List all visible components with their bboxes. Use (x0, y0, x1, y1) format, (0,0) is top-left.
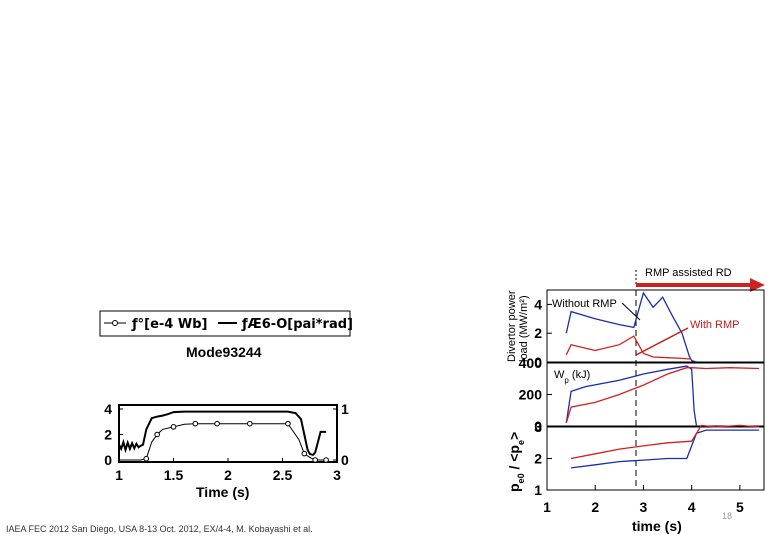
right-ytick-label: 2 (534, 451, 542, 467)
power-panel-frame (546, 289, 765, 363)
ratio-ylabel: pe0 / <pe> (506, 432, 526, 492)
rd-label: RMP assisted RD (645, 267, 732, 279)
left-xtick-label: 3 (333, 467, 341, 483)
right-xtick-label: 3 (640, 499, 648, 515)
left-series-point (143, 455, 150, 462)
footer-citation: IAEA FEC 2012 San Diego, USA 8-13 Oct. 2… (6, 524, 313, 534)
right-xtick-label: 2 (591, 499, 599, 515)
wp-label: Wp (kJ) (554, 369, 590, 385)
left-xlabel: Time (s) (196, 484, 249, 500)
left-series-point (247, 420, 253, 427)
right-xlabel: time (s) (632, 518, 682, 534)
left-xtick-label: 2.5 (273, 467, 293, 483)
right-series-blue-panel3 (571, 429, 760, 469)
legend2-label: ƒÆ6-O[pai*rad] (241, 317, 353, 332)
right-ytick-label: 0 (534, 354, 542, 370)
ratio-panel-frame (546, 426, 765, 491)
left-chart-title: Mode93244 (186, 344, 262, 360)
right-series-red-panel1 (565, 335, 692, 360)
right-series-red-panel3 (570, 424, 760, 460)
right-series-blue-panel1 (565, 291, 697, 363)
left-series-point (192, 420, 199, 427)
right-xtick-label: 1 (543, 499, 551, 515)
right-ytick-label: 1 (534, 482, 542, 498)
right-xtick-label: 5 (736, 499, 744, 515)
left-ytick-right-label: 1 (341, 401, 349, 417)
with-rmp-pointer (635, 327, 689, 356)
left-series-point (312, 457, 319, 463)
right-ytick-label: 2 (534, 325, 542, 341)
legend1-label: ƒ°[e-4 Wb] (131, 317, 207, 332)
divertor-ylabel-line2: load (MW/m²) (518, 295, 530, 362)
left-ytick-label: 2 (104, 427, 112, 443)
left-series-line-circles (119, 423, 327, 461)
left-series-point (170, 424, 177, 430)
left-series-point (154, 431, 160, 438)
left-series-point (301, 450, 308, 457)
without-rmp-label: Without RMP (552, 298, 617, 310)
right-ytick-label: 400 (519, 355, 543, 371)
left-xtick-label: 2 (224, 467, 232, 483)
page-number: 18 (722, 511, 733, 521)
left-xtick-label: 1.5 (164, 467, 184, 483)
with-rmp-label: With RMP (690, 319, 740, 331)
divertor-ylabel-line1: Divertor power (506, 290, 518, 362)
right-ytick-label: 200 (519, 387, 543, 403)
left-chart: ƒ°[e-4 Wb] ƒÆ6-O[pai*rad] Mode93244 1 1.5… (99, 310, 353, 500)
right-chart: RMP assisted RD 0 2 4 1 2 3 4 5 0 200 400 1 2 3 Diver… (506, 267, 765, 534)
left-series-point (285, 420, 291, 427)
left-ytick-right-label: 0 (341, 452, 349, 468)
without-rmp-pointer (621, 302, 641, 321)
legend1-marker (112, 320, 118, 326)
left-ytick-label: 4 (104, 401, 112, 417)
right-series-blue-panel2 (565, 365, 698, 427)
rd-arrow-head (750, 278, 765, 292)
right-ytick-label: 3 (534, 419, 542, 435)
right-xtick-label: 4 (688, 499, 696, 515)
left-series-point (214, 420, 220, 427)
left-series-point (323, 457, 329, 463)
left-series-line-thick (118, 410, 327, 457)
right-ytick-label: 0 (534, 418, 542, 434)
right-series-red-panel2 (565, 367, 760, 424)
left-xtick-label: 1 (115, 467, 123, 483)
right-ytick-label: 4 (534, 296, 542, 312)
left-ytick-label: 0 (104, 452, 112, 468)
